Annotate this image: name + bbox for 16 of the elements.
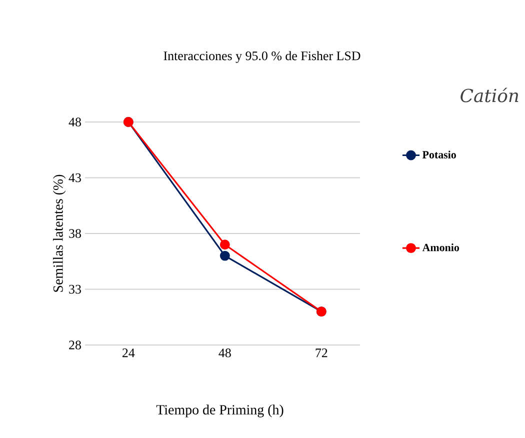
y-axis-title: Semillas latentes (%)	[53, 174, 66, 292]
x-tick-label: 72	[316, 348, 328, 358]
y-tick-label: 33	[69, 284, 81, 294]
point	[220, 240, 230, 250]
x-tick-label: 48	[218, 348, 231, 358]
x-axis-title: Tiempo de Priming (h)	[156, 404, 284, 418]
y-tick-label: 48	[68, 118, 81, 126]
y-tick-label: 43	[68, 173, 81, 182]
y-tick-label: 28	[69, 340, 81, 350]
legend-label: Potasio	[422, 150, 456, 158]
point	[220, 250, 230, 261]
legend-label: Amonio	[422, 244, 460, 252]
x-tick-label: 24	[122, 348, 135, 358]
chart-title: Interacciones y 95.0 % de Fisher LSD	[164, 51, 360, 63]
legend-title: Catión	[460, 88, 518, 102]
y-tick-label: 38	[69, 229, 81, 238]
